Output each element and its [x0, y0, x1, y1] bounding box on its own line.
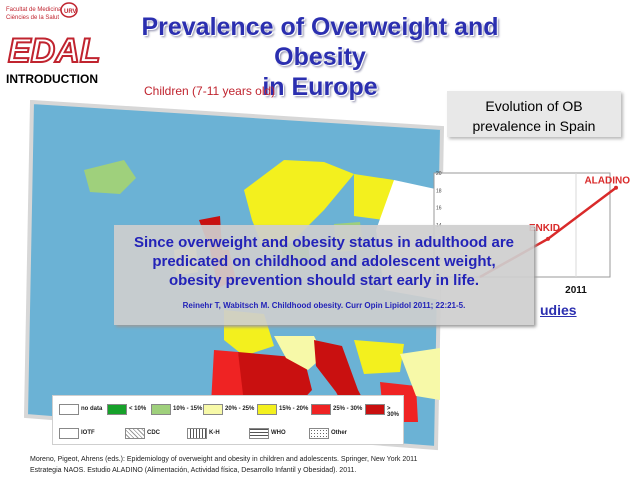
country-balkans: [354, 340, 404, 374]
logo-school-line1: Facultat de Medicina: [6, 7, 62, 13]
quote-overlay: Since overweight and obesity status in a…: [114, 225, 534, 325]
map-legend: no data < 10% 10% - 15% 20% - 25% 15% - …: [52, 395, 404, 445]
country-switzerland-region: [274, 336, 324, 370]
chart-point-enkid: [546, 236, 550, 241]
urv-emblem: [60, 2, 78, 18]
quote-citation: Reinehr T, Wabitsch M. Childhood obesity…: [182, 301, 466, 310]
country-iceland: [84, 160, 136, 194]
quote-text: Since overweight and obesity status in a…: [114, 233, 534, 290]
legend-label-20-25: 20% - 25%: [225, 406, 255, 412]
legend-swatch-cdc: [125, 428, 145, 439]
spain-box-line2: prevalence in Spain: [472, 118, 596, 134]
legend-label-10-15: 10% - 15%: [173, 406, 203, 412]
legend-label-lt10: < 10%: [129, 406, 147, 412]
age-group-subtitle: Children (7-11 years old): [144, 84, 276, 98]
legend-label-other: Other: [331, 430, 348, 436]
legend-swatch-gt30: [365, 404, 385, 415]
country-eastern-europe: [400, 348, 440, 400]
title-line2: in Europe: [262, 73, 378, 101]
logo-school-line2: Ciències de la Salut: [6, 15, 59, 21]
reference-line1: Moreno, Pigeot, Ahrens (eds.): Epidemiol…: [30, 456, 418, 463]
chart-point-aladino: [614, 185, 618, 190]
section-label: INTRODUCTION: [6, 72, 98, 86]
legend-label-25-30: 25% - 30%: [333, 406, 363, 412]
chart-y-tick: 16: [436, 206, 442, 212]
spain-box-line1: Evolution of OB: [485, 98, 583, 114]
studies-heading-partial: udies: [540, 302, 577, 318]
legend-swatch-20-25: [203, 404, 223, 415]
legend-label-iotf: IOTF: [81, 430, 95, 436]
spain-ob-box: Evolution of OB prevalence in Spain: [447, 91, 621, 137]
quote-line1: Since overweight and obesity status in a…: [133, 234, 515, 251]
legend-swatch-iotf: [59, 428, 79, 439]
legend-swatch-25-30: [311, 404, 331, 415]
legend-swatch-10-15: [151, 404, 171, 415]
title-line1: Prevalence of Overweight and Obesity: [141, 13, 499, 71]
references: Moreno, Pigeot, Ahrens (eds.): Epidemiol…: [30, 454, 417, 476]
chart-x-tick-2011: 2011: [565, 285, 587, 295]
legend-swatch-other: [309, 428, 329, 439]
edal-logo: Facultat de Medicina Ciències de la Salu…: [6, 2, 102, 70]
legend-swatch-no-data: [59, 404, 79, 415]
legend-swatch-15-20: [257, 404, 277, 415]
legend-label-cdc: CDC: [147, 430, 160, 436]
legend-label-kh: K-H: [209, 430, 220, 436]
legend-label-15-20: 15% - 20%: [279, 406, 309, 412]
logo-university: URV: [64, 9, 77, 15]
legend-label-gt30: > 30%: [387, 406, 400, 418]
quote-line3: obesity prevention should start early in…: [168, 272, 480, 289]
logo-acronym: EDAL: [8, 32, 101, 70]
legend-label-who: WHO: [271, 430, 286, 436]
page-title: Prevalence of Overweight and Obesity in …: [110, 12, 530, 102]
quote-line2: predicated on childhood and adolescent w…: [152, 253, 496, 270]
chart-y-tick: 18: [436, 188, 442, 194]
legend-swatch-kh: [187, 428, 207, 439]
reference-line2: Estrategia NAOS. Estudio ALADINO (Alimen…: [30, 467, 357, 474]
legend-swatch-who: [249, 428, 269, 439]
legend-label-no-data: no data: [81, 406, 103, 412]
chart-label-aladino: ALADINO: [584, 176, 630, 187]
legend-swatch-lt10: [107, 404, 127, 415]
chart-label-enkid: ENKID: [529, 223, 560, 234]
chart-y-tick: 20: [436, 171, 442, 177]
